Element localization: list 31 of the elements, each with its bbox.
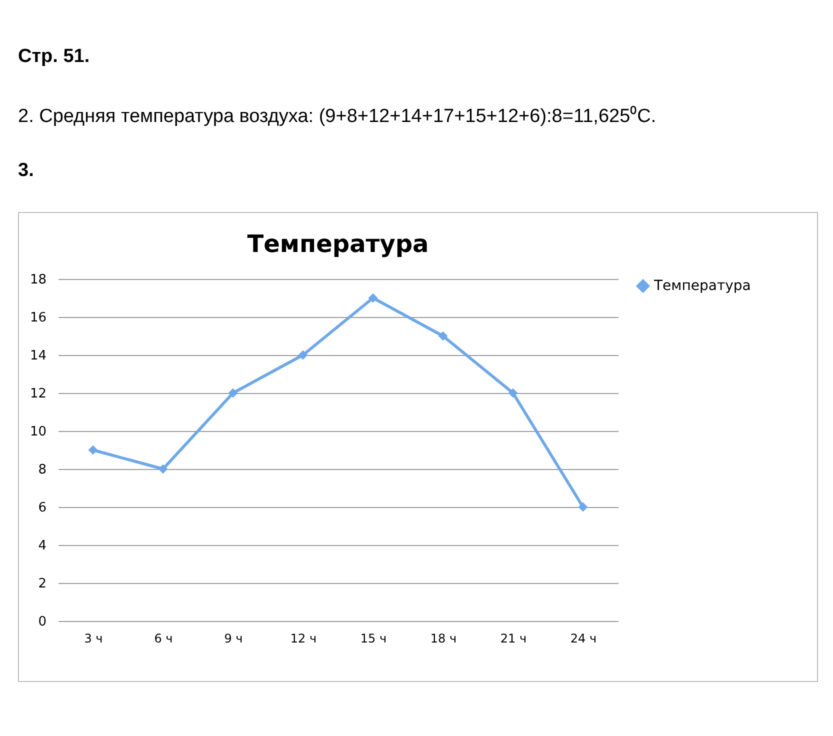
y-tick-label: 18 bbox=[30, 272, 46, 288]
chart-title: Температура bbox=[247, 230, 429, 258]
y-tick-label: 8 bbox=[38, 462, 46, 478]
point bbox=[88, 445, 98, 455]
point bbox=[438, 331, 448, 341]
point bbox=[578, 502, 588, 512]
y-tick-label: 2 bbox=[38, 576, 46, 592]
y-tick-label: 14 bbox=[30, 348, 46, 364]
text: 3. bbox=[18, 160, 34, 182]
text: Стр. 51. bbox=[18, 46, 90, 68]
x-tick-label: 3 ч bbox=[84, 632, 103, 646]
point bbox=[228, 388, 238, 398]
x-tick-label: 15 ч bbox=[360, 632, 387, 646]
x-tick-label: 21 ч bbox=[500, 632, 527, 646]
point bbox=[158, 464, 168, 474]
x-tick-label: 9 ч bbox=[224, 632, 243, 646]
y-tick-label: 0 bbox=[38, 614, 46, 630]
y-tick-label: 10 bbox=[30, 424, 46, 440]
y-tick-label: 4 bbox=[38, 538, 46, 554]
point bbox=[508, 388, 518, 398]
y-tick-label: 16 bbox=[30, 310, 46, 326]
y-tick-label: 6 bbox=[38, 500, 46, 516]
text: 2. Средняя температура воздуха: (9+8+12+14+17+15+12+6):8=11,625⁰C. bbox=[18, 104, 656, 128]
point bbox=[368, 293, 378, 303]
legend-label: Температура bbox=[653, 278, 751, 294]
x-tick-label: 24 ч bbox=[570, 632, 597, 646]
x-tick-label: 18 ч bbox=[430, 632, 457, 646]
x-tick-label: 12 ч bbox=[290, 632, 317, 646]
y-tick-label: 12 bbox=[30, 386, 46, 402]
x-tick-label: 6 ч bbox=[154, 632, 173, 646]
point bbox=[298, 350, 308, 360]
